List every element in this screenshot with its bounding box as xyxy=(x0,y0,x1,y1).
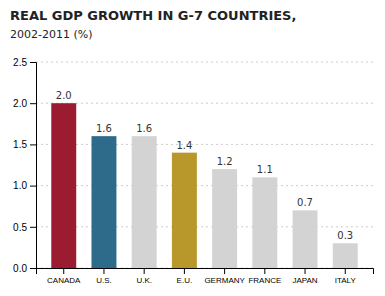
tick-mark xyxy=(63,268,64,274)
subtitle: 2002-2011 (%) xyxy=(10,28,93,41)
tick-mark xyxy=(30,268,36,269)
tick: 0.5 xyxy=(13,222,36,233)
tick: 1.0 xyxy=(13,180,36,191)
tick-label: 1.5 xyxy=(13,139,27,150)
tick-label: CANADA xyxy=(47,276,81,285)
data-label: 1.4 xyxy=(176,140,192,151)
tick-mark xyxy=(103,268,104,274)
axis-line xyxy=(30,63,37,269)
tick-mark xyxy=(224,268,225,274)
tick-mark xyxy=(30,186,36,187)
tick-label: GERMANY xyxy=(204,276,245,285)
plot: 0.0 0.5 1.0 1.5 2.0 2.5 CANADA U.S. U.K. E.U. GERM… xyxy=(13,57,373,285)
data-label: 1.2 xyxy=(217,156,233,167)
tick: ITALY xyxy=(335,268,357,285)
tick-label: 1.0 xyxy=(13,180,27,191)
tick-label: FRANCE xyxy=(248,276,281,285)
tick-mark xyxy=(30,62,36,63)
title: REAL GDP GROWTH IN G-7 COUNTRIES, xyxy=(10,8,296,23)
tick-mark xyxy=(345,268,346,274)
bars xyxy=(51,103,357,268)
tick: U.K. xyxy=(136,268,152,285)
x-axis: CANADA U.S. U.K. E.U. GERMANYFRANCE JAPAN ITAL… xyxy=(37,268,374,285)
tick: 0.0 xyxy=(13,263,36,274)
grid-line xyxy=(36,226,373,227)
tick: GERMANY xyxy=(204,268,245,285)
axis-line xyxy=(37,269,374,275)
data-label: 1.6 xyxy=(136,123,152,134)
tick-mark xyxy=(30,103,36,104)
chart: REAL GDP GROWTH IN G-7 COUNTRIES, 2002-20… xyxy=(0,0,385,296)
tick: FRANCE xyxy=(248,268,281,285)
bar xyxy=(293,210,318,268)
tick-label: 2.0 xyxy=(13,98,27,109)
data-label: 0.3 xyxy=(337,230,353,241)
grid-line xyxy=(36,62,373,63)
data-label: 2.0 xyxy=(56,90,72,101)
tick: 1.5 xyxy=(13,139,36,150)
grid-line xyxy=(36,144,373,145)
tick-label: 0.0 xyxy=(13,263,27,274)
tick-label: U.K. xyxy=(136,276,152,285)
grid xyxy=(36,62,373,268)
tick-mark xyxy=(184,268,185,274)
bar xyxy=(212,169,237,268)
grid-line xyxy=(36,103,373,104)
tick: 2.0 xyxy=(13,98,36,109)
tick: U.S. xyxy=(96,268,112,285)
bar xyxy=(252,177,277,268)
data-label: 0.7 xyxy=(297,197,313,208)
tick-label: 0.5 xyxy=(13,222,27,233)
bar xyxy=(333,243,358,268)
data-label: 1.1 xyxy=(257,164,273,175)
tick-mark xyxy=(30,227,36,228)
tick-mark xyxy=(264,268,265,274)
data-labels: 2.0 1.6 1.6 1.4 1.2 1.1 0.7 0.3 xyxy=(56,90,353,241)
tick: CANADA xyxy=(47,268,81,285)
tick-label: ITALY xyxy=(335,276,357,285)
tick-mark xyxy=(30,144,36,145)
tick: 2.5 xyxy=(13,57,36,68)
tick-mark xyxy=(144,268,145,274)
data-label: 1.6 xyxy=(96,123,112,134)
tick-label: E.U. xyxy=(177,276,193,285)
grid-line xyxy=(36,185,373,186)
tick-label: JAPAN xyxy=(292,276,317,285)
tick: JAPAN xyxy=(292,268,317,285)
bar xyxy=(172,153,197,268)
bar xyxy=(51,103,76,268)
bar xyxy=(91,136,116,268)
tick: E.U. xyxy=(177,268,193,285)
bar xyxy=(132,136,157,268)
y-axis: 0.0 0.5 1.0 1.5 2.0 2.5 xyxy=(13,57,36,274)
tick-label: 2.5 xyxy=(13,57,27,68)
tick-mark xyxy=(305,268,306,274)
tick-label: U.S. xyxy=(96,276,112,285)
